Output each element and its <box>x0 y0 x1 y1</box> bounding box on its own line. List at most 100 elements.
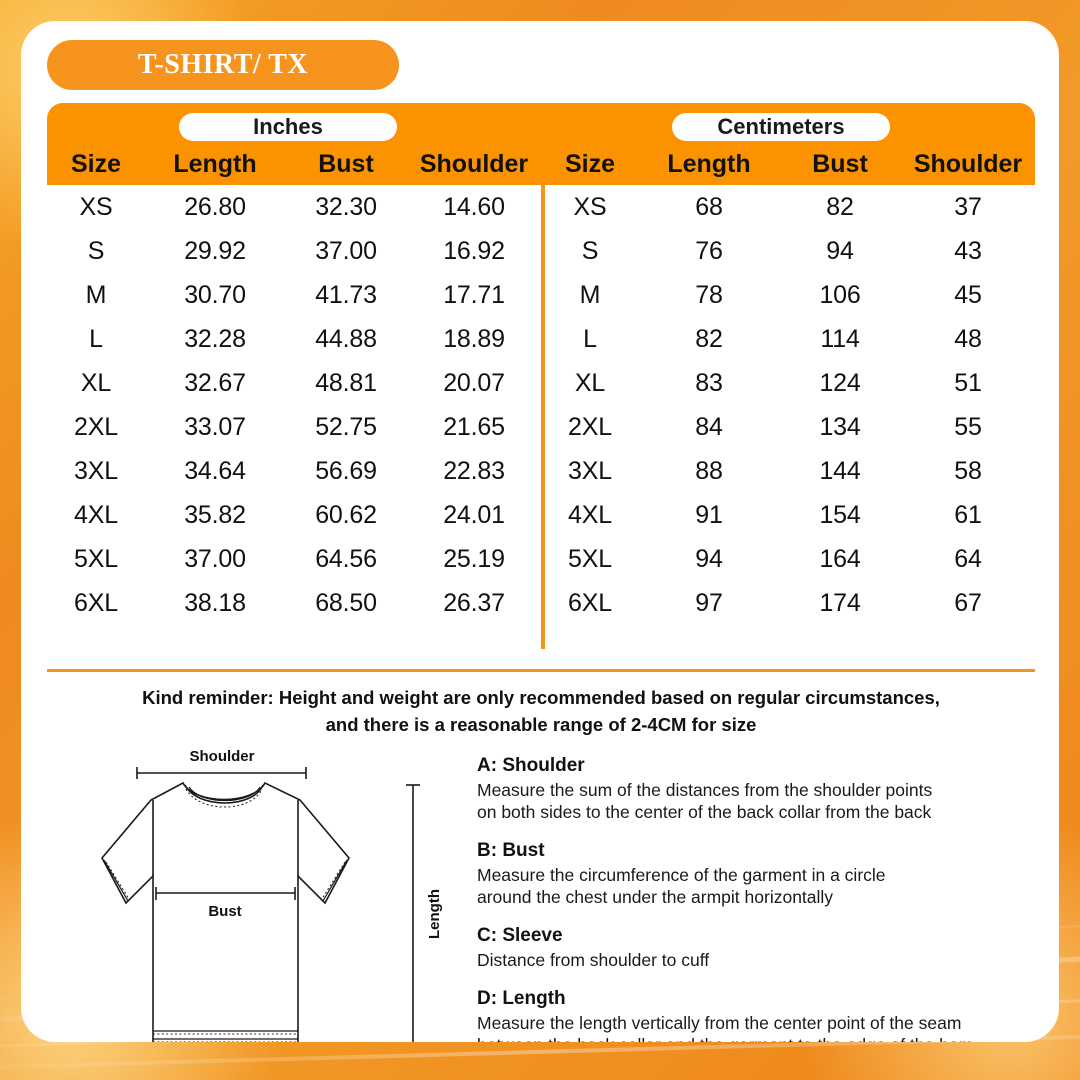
cell-bust: 94 <box>826 236 854 265</box>
cell-size: L <box>89 324 103 353</box>
cell-length: 32.67 <box>184 368 246 397</box>
cell-size: 3XL <box>74 456 118 485</box>
table-header-band: Inches Centimeters Size Length Bust Shou… <box>47 103 1035 185</box>
size-chart-card: T-SHIRT/ TX Inches Centimeters Size Leng… <box>21 21 1059 1042</box>
description-block: A: Shoulder Measure the sum of the distan… <box>477 755 1037 823</box>
cell-length: 30.70 <box>184 280 246 309</box>
measurement-guide: Shoulder Bust Length A: Shoulder Measure … <box>47 733 1035 1042</box>
cell-size: M <box>85 280 107 309</box>
cell-shoulder: 17.71 <box>443 280 505 309</box>
cell-bust: 106 <box>819 280 861 309</box>
table-row: 2XL 33.07 52.75 21.65 <box>47 405 541 449</box>
cell-bust: 164 <box>819 544 861 573</box>
column-headers-centimeters: Size Length Bust Shoulder <box>541 147 1035 181</box>
table-row: M 30.70 41.73 17.71 <box>47 273 541 317</box>
size-table-centimeters: XS 68 82 37 S 76 94 43 M 78 106 45 L 82 114 48 XL 83 124 51… <box>541 185 1035 625</box>
table-row: XL 83 124 51 <box>541 361 1035 405</box>
description-block: D: Length Measure the length vertically f… <box>477 988 1037 1042</box>
cell-length: 78 <box>695 280 723 309</box>
unit-badge-inches: Inches <box>179 113 397 141</box>
cell-length: 91 <box>695 500 723 529</box>
description-line: Distance from shoulder to cuff <box>477 950 710 971</box>
table-row: L 82 114 48 <box>541 317 1035 361</box>
cell-size: L <box>583 324 597 353</box>
table-row: 5XL 37.00 64.56 25.19 <box>47 537 541 581</box>
tshirt-diagram: Shoulder Bust Length <box>73 743 463 1042</box>
cell-size: XL <box>80 368 112 397</box>
cell-bust: 48.81 <box>315 368 377 397</box>
diagram-length-label: Length <box>426 889 443 939</box>
unit-badge-centimeters: Centimeters <box>672 113 890 141</box>
table-row: 5XL 94 164 64 <box>541 537 1035 581</box>
reminder-note: Kind reminder: Height and weight are onl… <box>47 685 1035 739</box>
cell-bust: 68.50 <box>315 588 377 617</box>
cell-bust: 82 <box>826 192 854 221</box>
cell-shoulder: 16.92 <box>443 236 505 265</box>
cell-size: M <box>579 280 601 309</box>
cell-bust: 114 <box>820 324 860 353</box>
table-row: 6XL 38.18 68.50 26.37 <box>47 581 541 625</box>
cell-shoulder: 61 <box>954 500 982 529</box>
cell-shoulder: 51 <box>954 368 982 397</box>
description-line: on both sides to the center of the back … <box>477 802 932 823</box>
measurement-descriptions: A: Shoulder Measure the sum of the distan… <box>477 755 1037 1042</box>
cell-length: 37.00 <box>184 544 246 573</box>
cell-bust: 56.69 <box>315 456 377 485</box>
description-body: Distance from shoulder to cuff <box>477 949 1037 971</box>
cell-size: S <box>87 236 105 265</box>
cell-shoulder: 45 <box>954 280 982 309</box>
cell-size: 5XL <box>568 544 612 573</box>
cell-bust: 154 <box>819 500 861 529</box>
cell-bust: 174 <box>819 588 861 617</box>
description-title: D: Length <box>477 988 566 1010</box>
cell-size: 5XL <box>74 544 118 573</box>
cell-shoulder: 48 <box>954 324 982 353</box>
table-row: S 29.92 37.00 16.92 <box>47 229 541 273</box>
cell-shoulder: 21.65 <box>443 412 505 441</box>
cell-size: 6XL <box>568 588 612 617</box>
table-row: S 76 94 43 <box>541 229 1035 273</box>
cell-size: 3XL <box>568 456 612 485</box>
diagram-shoulder-label: Shoulder <box>189 748 254 765</box>
unit-badge-centimeters-label: Centimeters <box>717 114 845 139</box>
column-header-size: Size <box>564 149 616 178</box>
cell-size: 4XL <box>568 500 612 529</box>
cell-bust: 32.30 <box>315 192 377 221</box>
cell-length: 84 <box>695 412 723 441</box>
cell-length: 34.64 <box>184 456 246 485</box>
cell-shoulder: 55 <box>954 412 982 441</box>
size-table-inches: XS 26.80 32.30 14.60 S 29.92 37.00 16.92 M 30.70 4… <box>47 185 541 625</box>
table-vertical-divider <box>541 185 545 649</box>
description-title: C: Sleeve <box>477 925 563 947</box>
column-header-bust: Bust <box>318 149 374 178</box>
cell-length: 29.92 <box>184 236 246 265</box>
cell-length: 26.80 <box>184 192 246 221</box>
cell-shoulder: 67 <box>954 588 982 617</box>
cell-bust: 134 <box>819 412 861 441</box>
description-title: B: Bust <box>477 840 545 862</box>
column-header-shoulder: Shoulder <box>419 149 529 178</box>
cell-length: 35.82 <box>184 500 246 529</box>
table-row: 3XL 88 144 58 <box>541 449 1035 493</box>
unit-badge-inches-label: Inches <box>253 114 323 139</box>
cell-size: 2XL <box>568 412 612 441</box>
table-row: XS 68 82 37 <box>541 185 1035 229</box>
description-line: Measure the circumference of the garment… <box>477 865 886 886</box>
column-header-length: Length <box>173 149 257 178</box>
column-header-shoulder: Shoulder <box>913 149 1023 178</box>
cell-shoulder: 26.37 <box>443 588 505 617</box>
cell-shoulder: 37 <box>954 192 982 221</box>
description-block: C: Sleeve Distance from shoulder to cuff <box>477 925 1037 971</box>
page-title: T-SHIRT/ TX <box>47 40 399 90</box>
table-row: L 32.28 44.88 18.89 <box>47 317 541 361</box>
description-title: A: Shoulder <box>477 755 585 776</box>
cell-bust: 41.73 <box>315 280 377 309</box>
cell-bust: 64.56 <box>315 544 377 573</box>
table-row: 4XL 91 154 61 <box>541 493 1035 537</box>
cell-shoulder: 18.89 <box>443 324 505 353</box>
cell-shoulder: 58 <box>954 456 982 485</box>
cell-shoulder: 22.83 <box>443 456 505 485</box>
reminder-line-1: Kind reminder: Height and weight are onl… <box>142 687 940 708</box>
table-row: 2XL 84 134 55 <box>541 405 1035 449</box>
